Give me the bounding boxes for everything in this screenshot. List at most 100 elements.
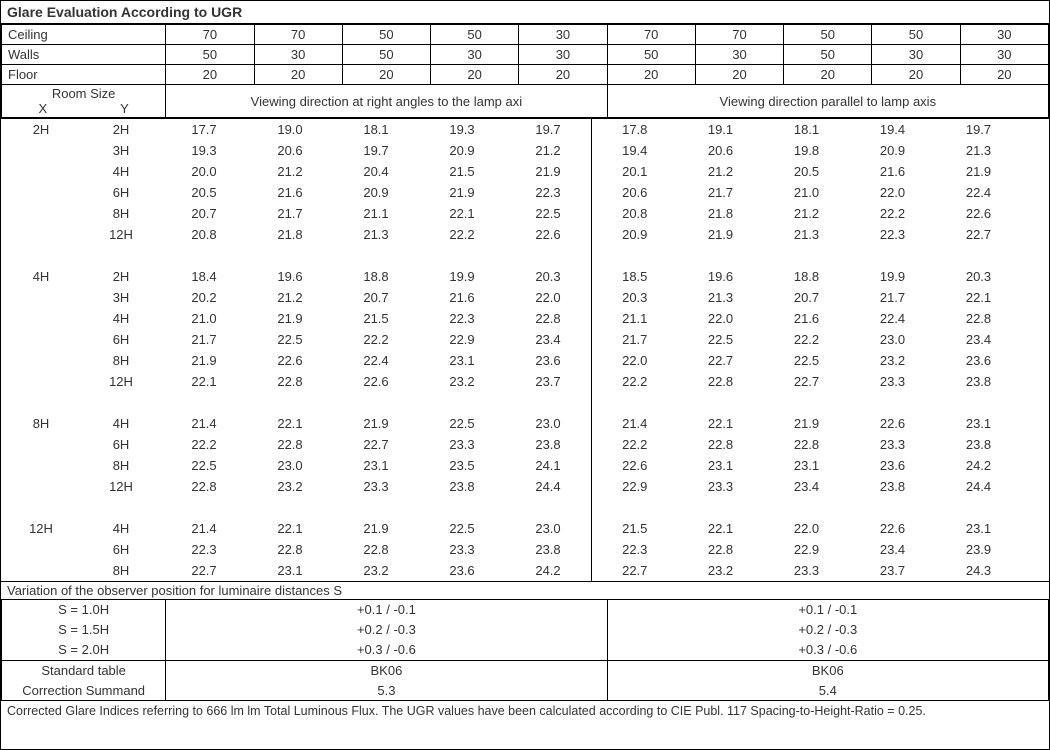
room-y-cell: 4H bbox=[81, 161, 161, 182]
room-x-cell bbox=[1, 203, 81, 224]
reflectance-cell: 70 bbox=[607, 25, 695, 45]
variation-right: +0.1 / -0.1 bbox=[607, 600, 1048, 620]
ugr-cell: 21.1 bbox=[592, 308, 678, 329]
ugr-cell: 23.0 bbox=[505, 413, 591, 434]
ugr-cell: 21.2 bbox=[247, 287, 333, 308]
room-y-cell: 8H bbox=[81, 560, 161, 581]
x-label: X bbox=[2, 101, 84, 116]
room-x-cell bbox=[1, 476, 81, 497]
ugr-cell: 22.2 bbox=[592, 434, 678, 455]
reflectance-cell: 30 bbox=[872, 45, 960, 65]
ugr-cell: 19.1 bbox=[678, 119, 764, 140]
ugr-cell: 22.8 bbox=[505, 308, 591, 329]
ugr-cell: 22.8 bbox=[936, 308, 1022, 329]
ugr-cell: 21.9 bbox=[764, 413, 850, 434]
room-x-cell bbox=[1, 224, 81, 245]
ugr-cell: 22.1 bbox=[419, 203, 505, 224]
ugr-cell: 23.3 bbox=[419, 539, 505, 560]
ugr-cell: 22.8 bbox=[764, 434, 850, 455]
reflectance-cell: 20 bbox=[695, 65, 783, 85]
reflectance-cell: 20 bbox=[960, 65, 1048, 85]
ugr-cell: 22.6 bbox=[850, 518, 936, 539]
reflectance-row-label: Ceiling bbox=[2, 25, 166, 45]
ugr-cell: 23.2 bbox=[850, 350, 936, 371]
ugr-cell: 22.4 bbox=[936, 182, 1022, 203]
ugr-cell: 23.8 bbox=[505, 539, 591, 560]
ugr-cell: 23.2 bbox=[333, 560, 419, 581]
ugr-cell: 23.5 bbox=[419, 455, 505, 476]
ugr-cell: 23.1 bbox=[247, 560, 333, 581]
ugr-cell: 21.2 bbox=[764, 203, 850, 224]
ugr-cell: 21.4 bbox=[161, 518, 247, 539]
room-y-cell: 4H bbox=[81, 518, 161, 539]
ugr-cell: 22.4 bbox=[333, 350, 419, 371]
ugr-cell: 22.1 bbox=[247, 413, 333, 434]
ugr-cell: 19.4 bbox=[850, 119, 936, 140]
ugr-cell: 21.3 bbox=[678, 287, 764, 308]
ugr-cell: 22.5 bbox=[247, 329, 333, 350]
ugr-cell: 23.3 bbox=[850, 371, 936, 392]
ugr-cell: 21.6 bbox=[247, 182, 333, 203]
ugr-cell: 23.1 bbox=[936, 413, 1022, 434]
variation-left: +0.2 / -0.3 bbox=[166, 620, 607, 640]
ugr-cell: 21.9 bbox=[505, 161, 591, 182]
room-y-cell: 12H bbox=[81, 476, 161, 497]
ugr-cell: 22.7 bbox=[936, 224, 1022, 245]
ugr-cell: 22.0 bbox=[850, 182, 936, 203]
ugr-cell: 19.7 bbox=[333, 140, 419, 161]
variation-title: Variation of the observer position for l… bbox=[1, 581, 1049, 599]
reflectance-cell: 50 bbox=[166, 45, 254, 65]
ugr-cell: 18.1 bbox=[333, 119, 419, 140]
ugr-cell: 23.8 bbox=[505, 434, 591, 455]
room-x-cell bbox=[1, 308, 81, 329]
ugr-cell: 22.7 bbox=[678, 350, 764, 371]
y-label: Y bbox=[84, 101, 166, 116]
reflectance-cell: 20 bbox=[519, 65, 607, 85]
reflectance-cell: 70 bbox=[166, 25, 254, 45]
ugr-cell: 21.5 bbox=[419, 161, 505, 182]
ugr-cell: 20.2 bbox=[161, 287, 247, 308]
ugr-cell: 22.8 bbox=[247, 434, 333, 455]
ugr-cell: 22.7 bbox=[333, 434, 419, 455]
ugr-cell: 22.2 bbox=[850, 203, 936, 224]
ugr-cell: 22.4 bbox=[850, 308, 936, 329]
ugr-cell: 23.7 bbox=[505, 371, 591, 392]
room-x-cell bbox=[1, 140, 81, 161]
ugr-cell: 22.9 bbox=[592, 476, 678, 497]
ugr-cell: 21.9 bbox=[161, 350, 247, 371]
room-y-cell: 4H bbox=[81, 413, 161, 434]
ugr-cell: 23.4 bbox=[850, 539, 936, 560]
ugr-cell: 22.8 bbox=[247, 539, 333, 560]
ugr-cell: 21.7 bbox=[592, 329, 678, 350]
ugr-cell: 21.7 bbox=[161, 329, 247, 350]
ugr-cell: 22.8 bbox=[678, 539, 764, 560]
ugr-cell: 22.0 bbox=[592, 350, 678, 371]
ugr-cell: 22.1 bbox=[247, 518, 333, 539]
reflectance-cell: 50 bbox=[431, 25, 519, 45]
room-x-cell bbox=[1, 539, 81, 560]
ugr-cell: 21.2 bbox=[505, 140, 591, 161]
ugr-cell: 23.1 bbox=[936, 518, 1022, 539]
ugr-cell: 20.9 bbox=[419, 140, 505, 161]
ugr-cell: 19.6 bbox=[247, 266, 333, 287]
ugr-cell: 23.2 bbox=[419, 371, 505, 392]
ugr-cell: 22.6 bbox=[247, 350, 333, 371]
ugr-cell: 18.1 bbox=[764, 119, 850, 140]
ugr-cell: 21.2 bbox=[247, 161, 333, 182]
ugr-cell: 22.1 bbox=[936, 287, 1022, 308]
room-x-cell bbox=[1, 371, 81, 392]
ugr-cell: 22.5 bbox=[161, 455, 247, 476]
ugr-cell: 19.7 bbox=[936, 119, 1022, 140]
reflectance-cell: 70 bbox=[695, 25, 783, 45]
ugr-cell: 22.1 bbox=[678, 518, 764, 539]
ugr-cell: 23.9 bbox=[936, 539, 1022, 560]
standard-right: 5.4 bbox=[607, 680, 1048, 700]
ugr-cell: 20.9 bbox=[333, 182, 419, 203]
ugr-cell: 21.0 bbox=[161, 308, 247, 329]
ugr-cell: 23.4 bbox=[764, 476, 850, 497]
ugr-cell: 21.9 bbox=[333, 413, 419, 434]
ugr-cell: 20.3 bbox=[592, 287, 678, 308]
table-title: Glare Evaluation According to UGR bbox=[1, 1, 1049, 24]
viewing-header-table: Room Size X Y Viewing direction at right… bbox=[1, 85, 1049, 118]
room-x-cell bbox=[1, 560, 81, 581]
